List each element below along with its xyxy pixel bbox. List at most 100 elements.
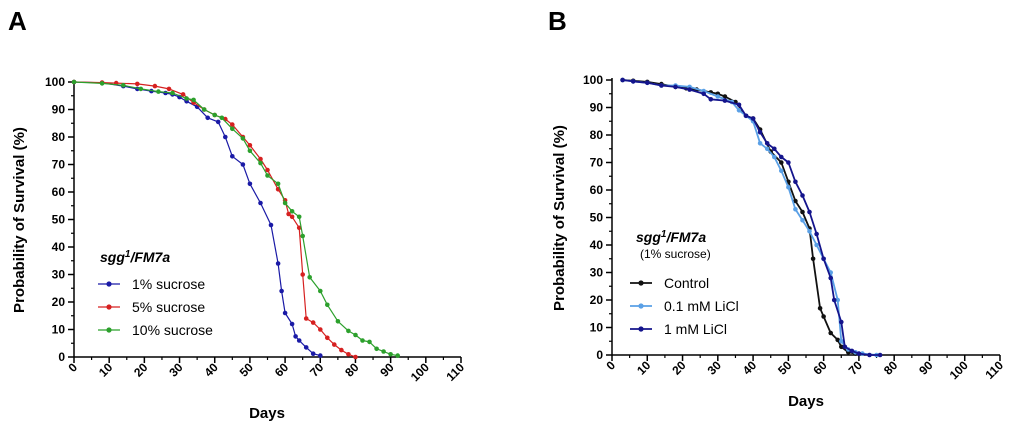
data-point-a-1-sucrose xyxy=(240,162,246,167)
data-point-b-0-1-mm-licl xyxy=(786,185,791,190)
data-point-b-0-1-mm-licl xyxy=(839,339,844,344)
data-point-b-1-mm-licl xyxy=(867,352,872,358)
y-tick-label-a: 60 xyxy=(52,185,66,199)
series-b-1-mm-licl xyxy=(620,77,883,358)
series-layer-a xyxy=(71,79,401,360)
data-point-a-10-sucrose xyxy=(381,349,386,354)
x-tick-label-a: 60 xyxy=(272,360,292,380)
x-tick-label-a: 0 xyxy=(65,360,80,375)
panel-a: A Probability of Survival (%) Days 0 10 20… xyxy=(8,6,467,422)
data-point-a-10-sucrose xyxy=(191,97,196,103)
y-axis-title-a: Probability of Survival (%) xyxy=(11,127,28,313)
data-point-a-10-sucrose xyxy=(170,90,175,96)
data-point-b-1-mm-licl xyxy=(620,77,625,83)
x-axis-title-a: Days xyxy=(249,405,285,422)
data-point-b-0-1-mm-licl xyxy=(814,242,819,248)
y-tick-label-b: 20 xyxy=(590,293,604,307)
data-point-b-1-mm-licl xyxy=(779,154,784,160)
data-point-a-5-sucrose xyxy=(258,156,263,162)
data-point-b-1-mm-licl xyxy=(831,297,837,303)
data-point-b-0-1-mm-licl xyxy=(800,218,805,223)
data-point-b-1-mm-licl xyxy=(736,102,742,108)
legend-label-a-5-sucrose: 5% sucrose xyxy=(132,299,205,315)
data-point-a-1-sucrose xyxy=(310,351,316,357)
data-point-a-5-sucrose xyxy=(300,272,306,277)
data-point-a-10-sucrose xyxy=(184,96,189,101)
data-point-a-1-sucrose xyxy=(258,200,263,206)
legend-label-b-control: Control xyxy=(664,275,709,291)
y-tick-label-b: 80 xyxy=(590,128,604,142)
data-point-a-10-sucrose xyxy=(346,328,351,334)
x-tick-label-b: 80 xyxy=(881,358,901,378)
series-line-b-1-mm-licl xyxy=(622,79,881,356)
data-point-a-10-sucrose xyxy=(156,89,161,94)
y-tick-label-b: 40 xyxy=(590,238,604,252)
x-tick-label-b: 110 xyxy=(983,358,1007,382)
data-point-b-1-mm-licl xyxy=(750,116,756,121)
data-point-a-10-sucrose xyxy=(335,319,341,324)
x-tick-label-a: 10 xyxy=(96,360,116,380)
data-point-a-1-sucrose xyxy=(215,119,221,125)
data-point-a-10-sucrose xyxy=(265,173,270,178)
data-point-b-control xyxy=(810,256,816,262)
data-point-a-5-sucrose xyxy=(247,143,253,148)
data-point-b-0-1-mm-licl xyxy=(835,297,840,303)
x-tick-label-a: 100 xyxy=(408,360,432,384)
data-point-a-1-sucrose xyxy=(230,154,235,159)
legend-items-a: 1% sucrose 5% sucrose 10% sucrose xyxy=(98,276,213,338)
y-tick-label-a: 90 xyxy=(52,103,66,117)
data-point-a-10-sucrose xyxy=(367,339,372,345)
x-tick-label-b: 20 xyxy=(669,358,689,378)
data-point-b-control xyxy=(817,306,823,311)
x-tick-label-a: 90 xyxy=(377,360,397,380)
data-point-a-10-sucrose xyxy=(318,288,323,294)
x-tick-label-b: 60 xyxy=(810,358,830,378)
y-tick-label-a: 20 xyxy=(52,295,66,309)
data-point-b-1-mm-licl xyxy=(800,193,805,198)
data-point-a-10-sucrose xyxy=(138,86,144,92)
data-point-a-1-sucrose xyxy=(303,345,309,350)
legend-items-b: Control 0.1 mM LiCl 1 mM LiCl xyxy=(630,275,739,337)
data-point-a-10-sucrose xyxy=(247,148,253,154)
data-point-a-10-sucrose xyxy=(212,112,217,118)
y-tick-label-a: 40 xyxy=(52,240,66,254)
x-tick-label-b: 90 xyxy=(916,358,936,378)
data-point-a-10-sucrose xyxy=(388,352,393,357)
x-tick-label-b: 50 xyxy=(775,358,795,378)
data-point-b-0-1-mm-licl xyxy=(736,108,742,113)
legend-swatch-marker-a-5-sucrose xyxy=(106,304,112,310)
data-point-a-10-sucrose xyxy=(374,346,379,352)
data-point-a-10-sucrose xyxy=(282,200,288,206)
x-tick-label-b: 10 xyxy=(634,358,654,378)
legend-swatch-marker-b-control xyxy=(638,280,644,286)
data-point-b-1-mm-licl xyxy=(877,352,883,358)
y-tick-label-b: 0 xyxy=(596,348,603,362)
x-tick-label-a: 50 xyxy=(237,360,257,380)
y-tick-label-b: 60 xyxy=(590,183,604,197)
y-tick-label-a: 10 xyxy=(52,323,66,337)
data-point-b-0-1-mm-licl xyxy=(757,141,763,146)
data-point-a-10-sucrose xyxy=(296,214,302,220)
data-point-a-5-sucrose xyxy=(166,86,172,92)
data-point-a-10-sucrose xyxy=(395,353,401,358)
data-point-b-control xyxy=(835,337,840,343)
data-point-a-1-sucrose xyxy=(275,261,281,266)
y-tick-label-a: 80 xyxy=(52,130,66,144)
legend-swatch-marker-a-1-sucrose xyxy=(106,281,112,287)
y-tick-label-a: 0 xyxy=(58,350,65,364)
data-point-a-1-sucrose xyxy=(282,310,288,316)
data-point-a-5-sucrose xyxy=(310,320,316,325)
data-point-a-5-sucrose xyxy=(346,352,351,357)
axes-b: 0 10 20 30 40 50 60 70 80 90 100 0 10 20 30 40 50 60 70 80 9… xyxy=(583,73,1006,382)
y-tick-label-a: 30 xyxy=(52,268,66,282)
data-point-a-10-sucrose xyxy=(360,338,365,343)
data-point-a-5-sucrose xyxy=(303,316,309,321)
data-point-b-1-mm-licl xyxy=(687,87,692,92)
y-tick-label-b: 90 xyxy=(590,101,604,115)
data-point-b-1-mm-licl xyxy=(786,160,791,165)
data-point-a-10-sucrose xyxy=(121,83,126,88)
y-tick-label-b: 70 xyxy=(590,156,604,170)
data-point-a-5-sucrose xyxy=(353,354,358,360)
data-point-b-1-mm-licl xyxy=(814,231,819,237)
